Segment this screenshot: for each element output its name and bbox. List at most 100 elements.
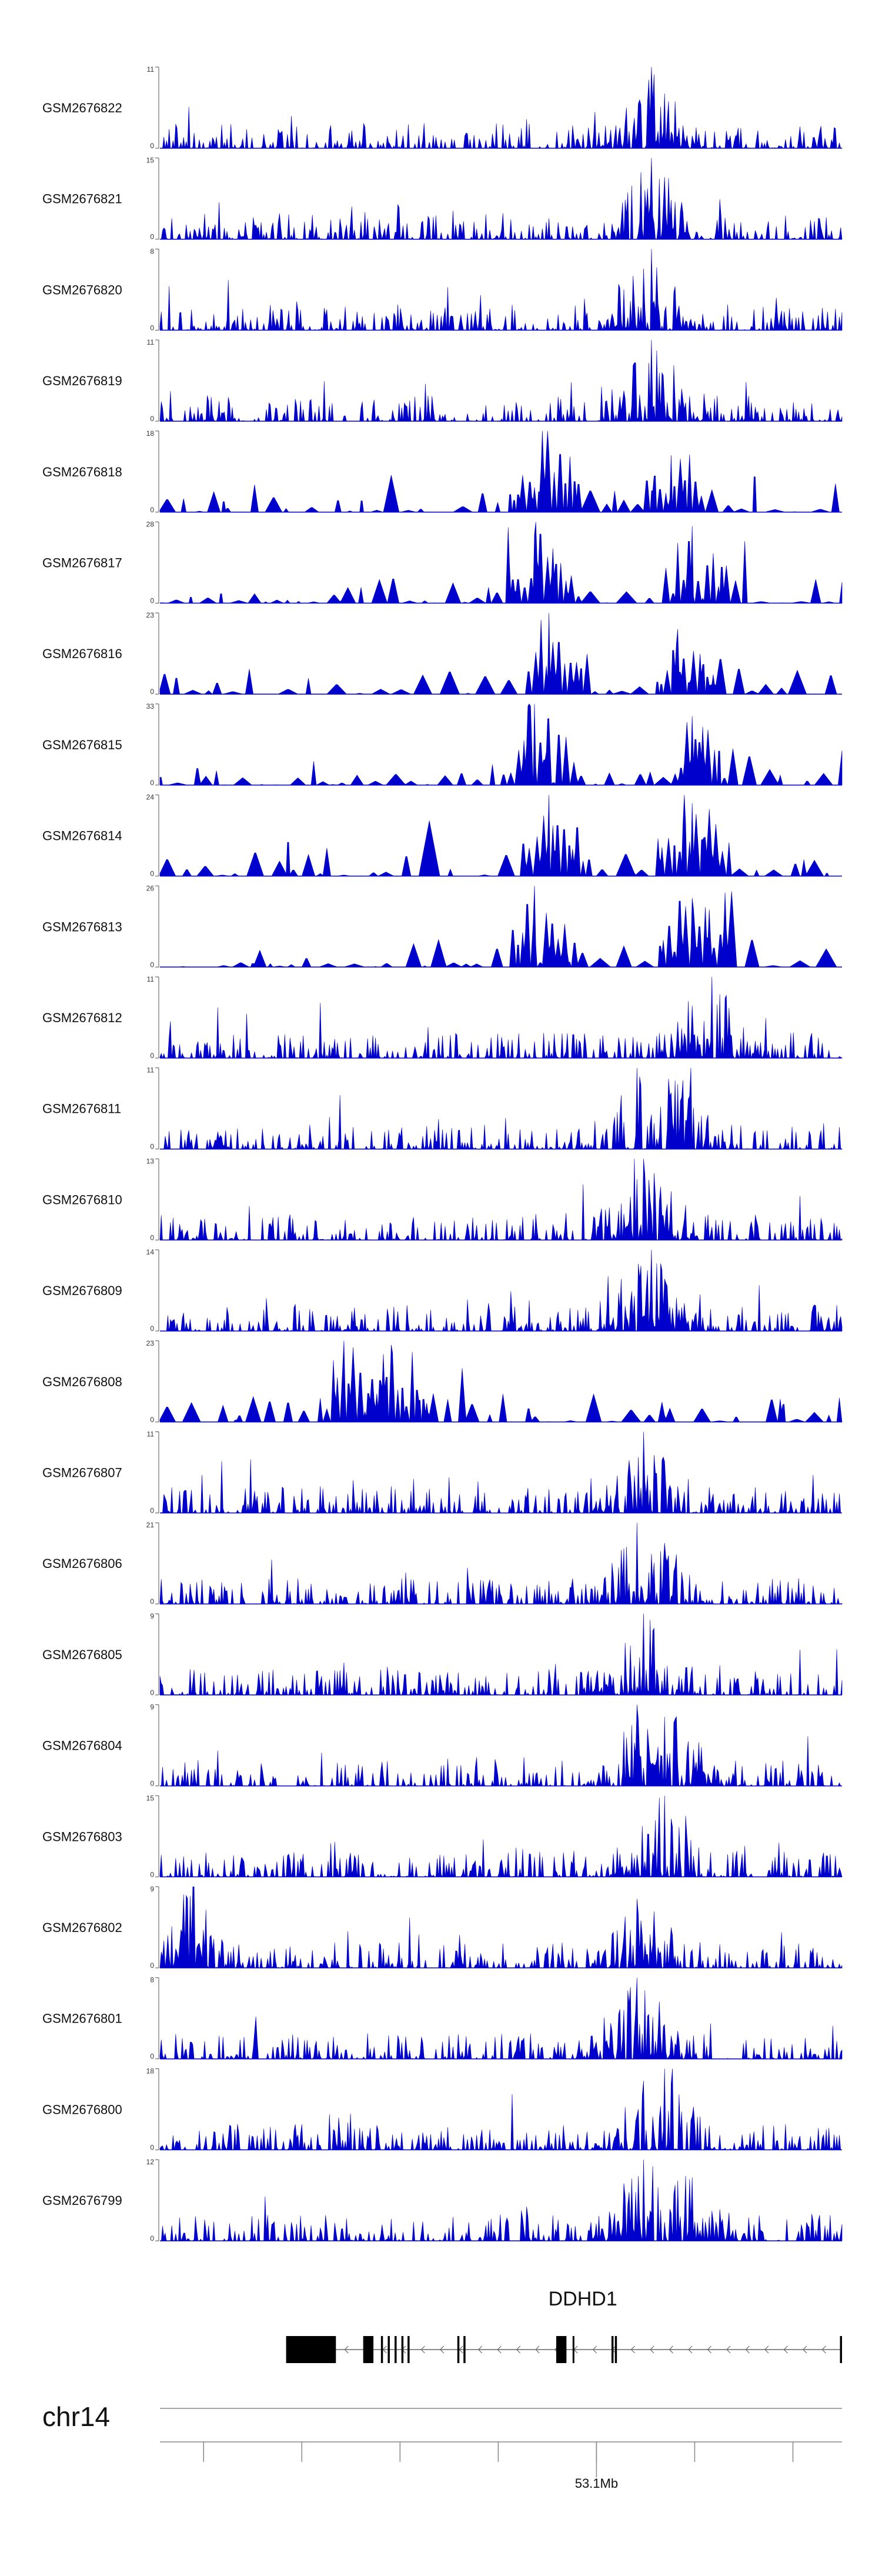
signal-area: [159, 249, 843, 331]
y-axis-tick-label: 0: [150, 1597, 154, 1606]
y-axis-tick-label: 0: [150, 142, 154, 150]
signal-area: [159, 1796, 843, 1878]
strand-arrow: [764, 2345, 769, 2354]
track-label: GSM2676805: [42, 1647, 122, 1662]
signal-area: [160, 1067, 843, 1150]
strand-arrow: [783, 2345, 788, 2354]
track-label: GSM2676815: [42, 738, 122, 752]
y-axis-tick-label: 0: [150, 1961, 154, 1970]
y-axis-tick-label: 24: [146, 793, 155, 802]
signal-area: [159, 522, 843, 604]
track-GSM2676802: GSM2676802 9 0: [42, 1885, 843, 1970]
signal-area: [160, 66, 843, 149]
signal-area: [159, 886, 842, 968]
track-label: GSM2676818: [42, 465, 122, 479]
signal-area: [159, 1886, 843, 1969]
y-axis-tick-label: 28: [146, 520, 155, 529]
track-GSM2676818: GSM2676818 18 0: [42, 429, 842, 514]
y-axis-tick-label: 8: [150, 1976, 154, 1984]
strand-arrow: [592, 2345, 597, 2354]
y-axis-tick-label: 9: [150, 1885, 154, 1893]
signal-area: [159, 1613, 843, 1696]
strand-arrow: [650, 2345, 654, 2354]
signal-area: [159, 158, 843, 240]
y-axis-tick-label: 0: [150, 1689, 154, 1697]
y-axis-tick-label: 0: [150, 2053, 154, 2061]
signal-area: [159, 795, 842, 876]
strand-arrow: [803, 2345, 807, 2354]
track-GSM2676807: GSM2676807 11 0: [42, 1430, 842, 1515]
signal-area: [159, 431, 842, 513]
track-label: GSM2676807: [42, 1466, 122, 1480]
chromosome-label: chr14: [42, 2401, 110, 2432]
track-GSM2676820: GSM2676820 8 0: [42, 247, 843, 332]
signal-area: [159, 1159, 843, 1241]
track-label: GSM2676804: [42, 1739, 122, 1753]
strand-arrow: [497, 2345, 502, 2354]
signal-area: [159, 976, 843, 1059]
signal-area: [159, 1432, 842, 1514]
track-GSM2676800: GSM2676800 18 0: [42, 2067, 842, 2151]
track-label: GSM2676816: [42, 646, 122, 661]
track-GSM2676822: GSM2676822 11 0: [42, 65, 843, 150]
y-axis-tick-label: 18: [146, 2067, 155, 2075]
signal-tracks: GSM2676822110GSM2676821150GSM267682080GS…: [42, 65, 843, 2243]
track-GSM2676803: GSM2676803 15 0: [42, 1794, 843, 1878]
track-label: GSM2676801: [42, 2011, 122, 2026]
gene-label: DDHD1: [549, 2288, 617, 2310]
strand-arrow: [477, 2345, 483, 2354]
track-label: GSM2676820: [42, 282, 122, 297]
y-axis-tick-label: 33: [146, 702, 155, 710]
gene-exon: [286, 2336, 336, 2363]
track-GSM2676813: GSM2676813 26 0: [42, 884, 842, 969]
track-GSM2676821: GSM2676821 15 0: [42, 156, 843, 241]
y-axis-tick-label: 14: [146, 1248, 155, 1256]
track-GSM2676819: GSM2676819 11 0: [42, 338, 843, 423]
y-axis-tick-label: 23: [146, 1339, 155, 1347]
gene-exon: [380, 2336, 383, 2363]
y-axis-tick-label: 0: [150, 1052, 154, 1060]
y-axis-tick-label: 0: [150, 1233, 154, 1242]
track-label: GSM2676808: [42, 1374, 122, 1389]
gene-exon: [556, 2336, 567, 2363]
signal-area: [160, 1250, 843, 1332]
y-axis-tick-label: 11: [147, 975, 155, 983]
y-axis-tick-label: 11: [147, 1430, 155, 1439]
track-GSM2676817: GSM2676817 28 0: [42, 520, 843, 605]
gene-exon: [572, 2336, 574, 2363]
gene-exon: [457, 2336, 460, 2363]
y-axis-tick-label: 0: [150, 597, 154, 605]
gene-exon: [614, 2336, 617, 2363]
y-axis-tick-label: 15: [146, 156, 155, 165]
y-axis-tick-label: 11: [147, 338, 155, 346]
y-axis-tick-label: 8: [150, 247, 154, 255]
gene-exon: [387, 2336, 390, 2363]
x-axis-tick-label: 53.1Mb: [575, 2476, 618, 2491]
track-GSM2676815: GSM2676815 33 0: [42, 702, 843, 787]
track-label: GSM2676819: [42, 373, 122, 388]
strand-arrow: [745, 2345, 750, 2354]
y-axis-tick-label: 0: [150, 1507, 154, 1515]
gene-exon: [363, 2336, 374, 2363]
track-label: GSM2676806: [42, 1556, 122, 1571]
track-label: GSM2676812: [42, 1010, 122, 1025]
signal-area: [160, 1704, 842, 1787]
signal-area: [159, 2068, 842, 2151]
strand-arrow: [439, 2345, 445, 2354]
y-axis-tick-label: 0: [150, 323, 154, 332]
strand-arrow: [726, 2345, 731, 2354]
gene-exon: [463, 2336, 466, 2363]
track-label: GSM2676813: [42, 919, 122, 934]
track-GSM2676812: GSM2676812 11 0: [42, 975, 843, 1060]
track-label: GSM2676809: [42, 1283, 122, 1298]
track-GSM2676814: GSM2676814 24 0: [42, 793, 842, 878]
track-label: GSM2676811: [42, 1102, 121, 1116]
track-label: GSM2676803: [42, 1829, 122, 1844]
y-axis-tick-label: 12: [146, 2158, 155, 2166]
signal-area: [159, 340, 843, 422]
y-axis-tick-label: 0: [150, 2143, 154, 2151]
y-axis-tick-label: 0: [150, 960, 154, 969]
strand-arrow: [344, 2345, 349, 2354]
y-axis-tick-label: 11: [147, 65, 155, 74]
